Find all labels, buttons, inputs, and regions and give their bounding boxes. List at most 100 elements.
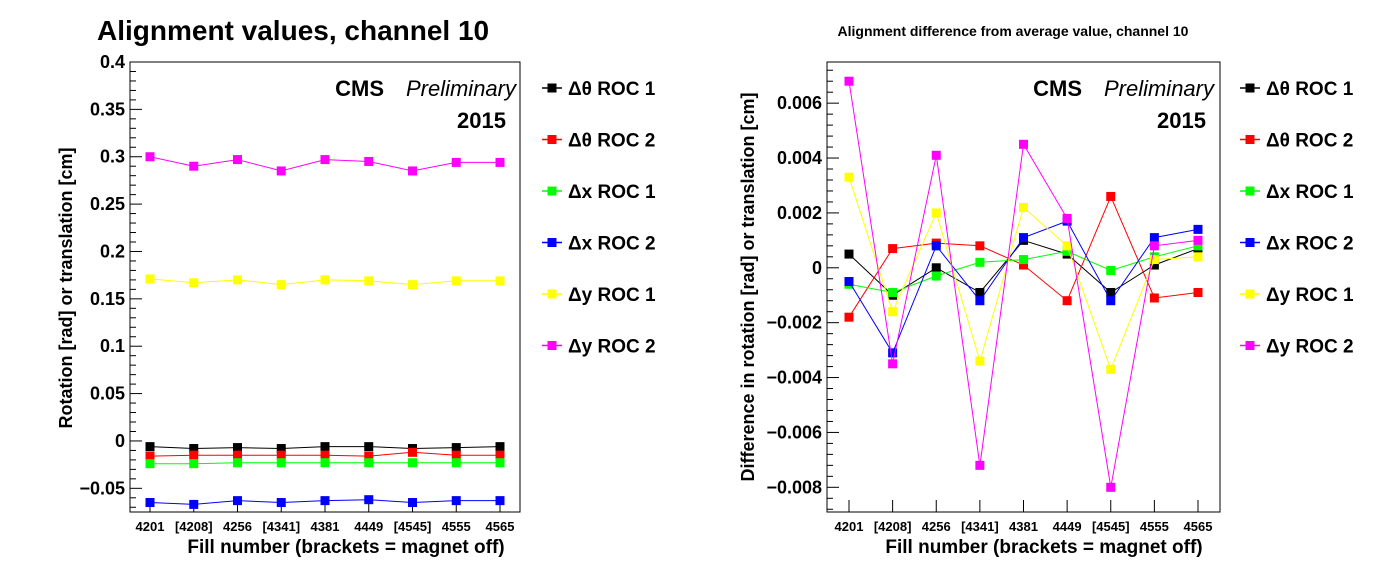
data-point [189,444,199,454]
data-point [844,172,854,182]
data-point [320,458,330,468]
legend-label: Δy ROC 2 [568,337,656,358]
x-tick-label: 4565 [486,519,515,534]
series [145,442,505,454]
legend-label: Δx ROC 2 [1266,234,1354,255]
y-tick-label: 0.1 [100,336,125,356]
data-point [1149,241,1159,251]
legend-marker [547,186,557,196]
data-point [1106,482,1116,492]
legend-marker [1245,83,1255,93]
data-point [495,276,505,286]
data-point [145,451,155,461]
data-point [1193,241,1203,251]
x-tick-label: 4565 [1184,519,1213,534]
data-point [495,496,505,506]
data-point [233,450,242,460]
data-point [888,244,898,254]
legend-entry: Δx ROC 2 [542,234,656,255]
data-point [1062,296,1072,306]
data-point [1019,233,1028,243]
series [145,447,505,461]
data-point [1019,202,1028,212]
x-axis-label: Fill number (brackets = magnet off) [885,537,1202,558]
data-point [931,150,941,160]
data-point [233,443,242,453]
x-tick-label: [4208] [175,519,213,534]
data-point [1193,235,1203,245]
x-tick-label: 4256 [922,519,951,534]
series [844,172,1203,374]
data-point [408,458,417,468]
legend-entry: Δθ ROC 1 [542,79,656,100]
legend-label: Δθ ROC 2 [1266,131,1353,152]
data-point [1106,364,1116,374]
legend: Δθ ROC 1 Δθ ROC 2 Δx ROC 1 Δx ROC 2 Δy ROC 1… [542,79,656,358]
y-tick-label: 0 [115,431,125,451]
data-point [145,442,155,452]
y-tick-label: 0.35 [90,99,125,119]
data-point [495,458,505,468]
y-tick-label: 0.25 [90,194,125,214]
data-point [364,442,374,452]
x-tick-label: 4449 [1053,519,1082,534]
data-point [189,278,199,288]
legend-label: Δx ROC 2 [568,234,656,255]
data-point [451,157,461,167]
legend-label: Δθ ROC 1 [1266,79,1354,100]
y-tick-label: 0.2 [100,241,125,261]
data-point [975,460,985,470]
series [844,216,1203,358]
y-tick-label: 0.006 [777,93,822,113]
x-tick-label: 4555 [1140,519,1169,534]
y-tick-label: 0.3 [100,147,125,167]
series [145,152,505,176]
x-tick-label: [4208] [874,519,912,534]
legend-marker [547,238,557,247]
cms-label: CMS [335,76,384,101]
series [145,458,505,469]
data-point [931,241,941,251]
data-point [1106,191,1116,201]
data-point [276,498,286,508]
legend-entry: Δθ ROC 2 [542,131,655,152]
chart-panel-left: Alignment values, channel 10 Rotation [r… [56,15,656,558]
legend-label: Δy ROC 1 [568,285,656,306]
y-tick-label: −0.006 [766,422,822,442]
data-point [844,312,854,322]
data-point [1062,213,1072,223]
data-point [233,496,242,506]
data-point [320,496,330,506]
series [145,495,505,509]
year-label: 2015 [457,108,506,133]
y-tick-label: 0 [812,258,822,278]
data-point [844,249,854,259]
series [844,76,1203,492]
plot-area: −0.008 −0.006 −0.004 −0.002 0 0.002 0.004 0.006… [766,61,1221,534]
series [145,274,505,290]
y-tick-label: 0.05 [90,384,125,404]
chart-panel-right: Alignment difference from average value,… [738,23,1354,558]
y-tick-label: −0.002 [766,313,822,333]
data-point [1149,260,1159,270]
plot-area: −0.05 0 0.05 0.1 0.15 0.2 0.25 0.3 0.35 0.4 4201 [4… [79,52,521,534]
legend-entry: Δθ ROC 1 [1240,79,1354,100]
data-point [320,155,330,165]
legend-marker [547,83,557,93]
data-point [320,442,330,452]
legend-entry: Δx ROC 2 [1240,234,1354,255]
x-tick-label: 4555 [442,519,471,534]
data-point [233,458,242,468]
legend-marker [547,341,557,350]
data-point [364,451,374,461]
legend-label: Δy ROC 2 [1266,337,1354,358]
data-point [1193,252,1203,262]
x-axis-label: Fill number (brackets = magnet off) [187,537,504,558]
x-tick-label: [4545] [1092,519,1130,534]
data-point [451,443,461,453]
data-point [1106,287,1116,297]
data-point [975,296,985,306]
legend-entry: Δy ROC 1 [542,285,656,306]
legend-entry: Δx ROC 1 [542,182,656,203]
data-point [975,257,985,267]
